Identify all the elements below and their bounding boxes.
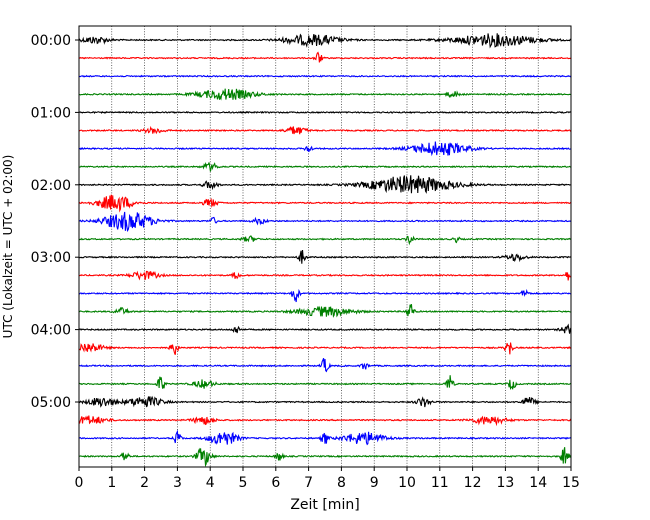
- trace-row-0200: [78, 175, 572, 194]
- x-tick-label: 5: [239, 475, 248, 491]
- trace-row-0230: [78, 211, 572, 233]
- trace-row-0415: [78, 342, 572, 355]
- minute-grid: [111, 26, 539, 467]
- trace-row-0315: [78, 270, 572, 281]
- x-axis: 0 1 2 3 4 5 6 7 8 9 10 11 12 13 14 15: [75, 467, 580, 491]
- trace-row-0000: [78, 33, 572, 49]
- trace-row-0530: [78, 429, 572, 446]
- x-tick-label: 6: [271, 475, 280, 491]
- trace-row-0400: [78, 323, 572, 334]
- trace-row-0145: [78, 161, 572, 172]
- trace-row-0245: [78, 235, 572, 246]
- x-tick-label: 14: [529, 475, 547, 491]
- y-tick-label: 00:00: [31, 33, 71, 49]
- trace-row-0330: [78, 288, 572, 303]
- trace-row-0015: [78, 51, 572, 63]
- x-tick-label: 3: [173, 475, 182, 491]
- trace-row-0030: [78, 74, 572, 78]
- x-tick-label: 12: [464, 475, 482, 491]
- trace-row-0500: [78, 395, 572, 408]
- trace-row-0345: [79, 304, 572, 318]
- y-tick-label: 01:00: [31, 105, 71, 121]
- x-tick-label: 7: [304, 475, 313, 491]
- x-tick-label: 4: [206, 475, 215, 491]
- x-tick-label: 11: [431, 475, 449, 491]
- x-tick-label: 1: [107, 475, 116, 491]
- trace-row-0100: [78, 110, 572, 114]
- x-tick-label: 8: [337, 475, 346, 491]
- y-tick-label: 05:00: [31, 395, 71, 411]
- trace-row-0430: [78, 358, 572, 373]
- trace-row-0115: [78, 125, 572, 135]
- y-axis-label: UTC (Lokalzeit = UTC + 02:00): [1, 155, 15, 339]
- x-tick-label: 10: [398, 475, 416, 491]
- x-tick-label: 13: [496, 475, 514, 491]
- trace-row-0445: [78, 375, 572, 391]
- y-tick-label: 03:00: [31, 250, 71, 266]
- trace-row-0045: [78, 88, 572, 101]
- x-tick-label: 0: [75, 475, 84, 491]
- x-tick-label: 15: [562, 475, 580, 491]
- trace-row-0130: [78, 141, 572, 157]
- trace-group: [78, 33, 572, 468]
- trace-row-0515: [78, 415, 572, 427]
- trace-row-0545: [78, 447, 572, 468]
- trace-row-0300: [78, 249, 572, 264]
- x-axis-label: Zeit [min]: [290, 497, 359, 513]
- y-tick-label: 02:00: [31, 178, 71, 194]
- x-tick-label: 2: [140, 475, 149, 491]
- trace-row-0215: [78, 194, 572, 213]
- y-tick-label: 04:00: [31, 323, 71, 339]
- x-tick-label: 9: [370, 475, 379, 491]
- y-axis: 00:00 01:00 02:00 03:00 04:00 05:00: [31, 33, 79, 411]
- plot-frame: [78, 25, 572, 468]
